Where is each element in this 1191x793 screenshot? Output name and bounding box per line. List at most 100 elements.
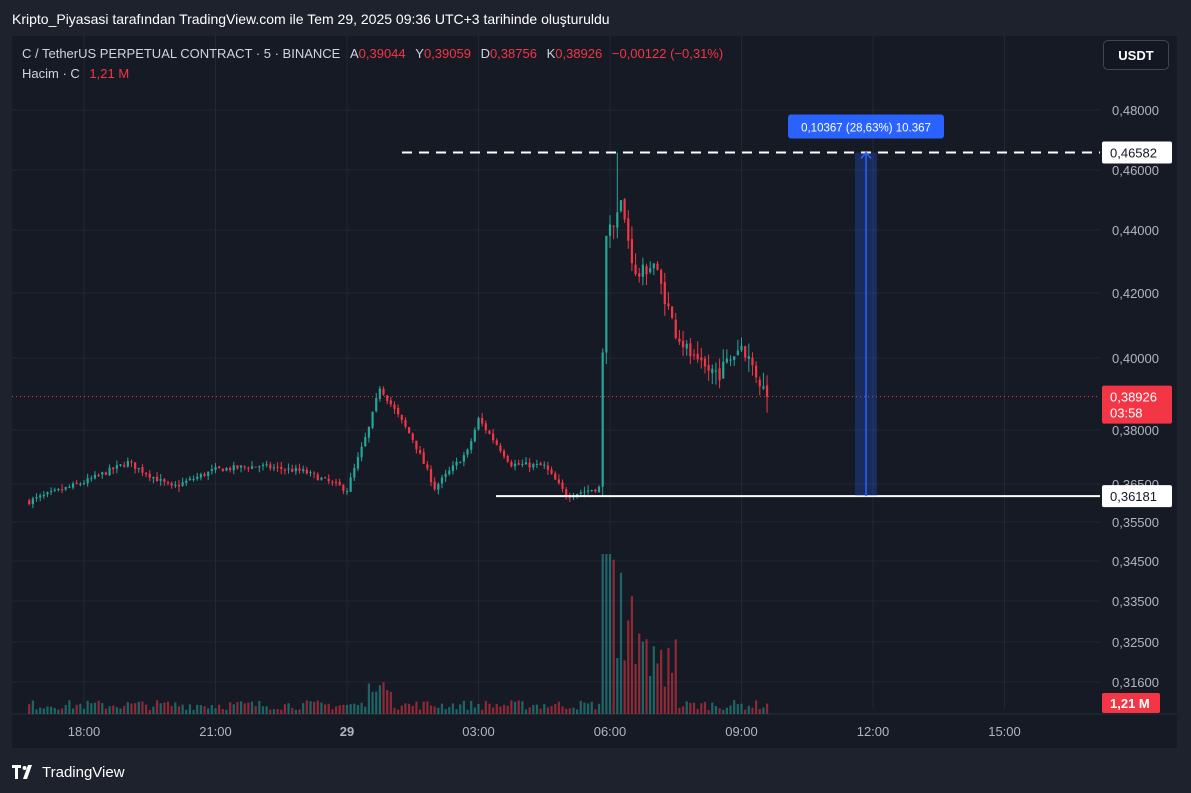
candle-body <box>320 477 323 480</box>
candle-body <box>459 462 462 464</box>
volume-bar <box>692 702 696 714</box>
volume-bar <box>166 701 170 714</box>
volume-bar <box>418 709 422 714</box>
candle-body <box>371 411 374 428</box>
candle-body <box>561 482 564 489</box>
volume-bar <box>269 709 272 714</box>
candle-body <box>229 467 232 471</box>
volume-bar <box>703 701 707 714</box>
high-value: 0,39059 <box>423 46 471 61</box>
candle-body <box>291 468 294 472</box>
candle-body <box>722 361 725 379</box>
open-label: A <box>349 46 359 61</box>
volume-bar <box>765 703 769 714</box>
time-tick-label: 15:00 <box>988 724 1021 739</box>
candle-body <box>744 346 747 358</box>
volume-bar <box>53 707 56 714</box>
volume-bar <box>155 700 159 714</box>
volume-bar <box>258 700 261 714</box>
volume-bar <box>634 663 637 714</box>
candle-body <box>287 468 290 470</box>
price-chart[interactable]: 0,10367 (28,63%) 10.367 0,480000,460000,… <box>12 36 1177 748</box>
candle-body <box>608 224 612 236</box>
candle-body <box>718 368 721 381</box>
volume-bar <box>579 700 582 714</box>
candle-body <box>521 464 524 466</box>
chart-panel[interactable]: 0,10367 (28,63%) 10.367 0,48000 0,46000 0,… <box>12 36 1177 748</box>
candle-body <box>652 263 655 269</box>
volume-bar <box>112 705 115 714</box>
volume-bar <box>313 701 316 714</box>
candle-body <box>302 469 305 472</box>
time-tick-label: 21:00 <box>199 724 232 739</box>
volume-bar <box>207 708 210 714</box>
candle-body <box>123 465 126 467</box>
candle-body <box>733 356 736 360</box>
volume-bar <box>404 703 407 714</box>
volume-bar <box>755 700 758 714</box>
volume-bar <box>291 707 294 714</box>
candle-body <box>481 417 484 424</box>
volume-bar <box>60 708 64 714</box>
volume-bar <box>123 705 126 714</box>
volume-bar <box>565 708 568 714</box>
candle-body <box>422 452 425 464</box>
volume-bar <box>448 707 451 714</box>
candle-body <box>349 477 352 492</box>
volume-bar <box>360 702 363 714</box>
volume-bar <box>294 709 297 714</box>
volume-bar <box>466 709 469 714</box>
volume-label[interactable]: Hacim · C <box>22 66 80 81</box>
candle-body <box>353 467 356 478</box>
candle-body <box>342 485 345 491</box>
symbol-title[interactable]: C / TetherUS PERPETUAL CONTRACT · 5 · BI… <box>22 46 341 61</box>
volume-bar <box>254 706 257 714</box>
volume-bar <box>638 633 641 714</box>
low-label: D <box>480 46 490 61</box>
candle-body <box>313 472 316 474</box>
candle-body <box>755 365 758 378</box>
change-value: −0,00122 (−0,31%) <box>611 46 724 61</box>
volume-bars <box>28 554 769 714</box>
candle-body <box>155 476 159 482</box>
volume-bar <box>192 709 195 714</box>
volume-bar <box>649 675 652 714</box>
volume-bar <box>744 709 747 714</box>
candle-body <box>535 464 539 466</box>
candle-body <box>53 489 56 491</box>
volume-bar <box>616 658 619 714</box>
candle-body <box>546 465 550 470</box>
candle-body <box>316 474 319 481</box>
candle-body <box>188 478 192 480</box>
volume-bar <box>250 701 254 714</box>
candle-body <box>532 464 535 468</box>
candle-body <box>579 492 582 494</box>
candle-body <box>115 465 118 469</box>
volume-bar <box>528 707 531 714</box>
candle-body <box>382 388 385 395</box>
volume-bar <box>305 700 308 714</box>
volume-bar <box>594 709 597 714</box>
resistance-price-tag-text: 0,46582 <box>1110 146 1157 161</box>
candle-body <box>309 472 312 474</box>
volume-bar <box>455 709 458 714</box>
volume-bar <box>386 689 389 714</box>
candle-body <box>627 218 630 241</box>
candle-body <box>152 477 155 479</box>
price-tick-label: 0,34500 <box>1112 554 1159 569</box>
candle-body <box>82 483 86 485</box>
volume-bar <box>42 708 45 714</box>
candle-body <box>364 437 367 447</box>
drawings: 0,10367 (28,63%) 10.367 <box>12 114 1100 498</box>
volume-bar <box>71 708 75 714</box>
candle-body <box>42 494 45 497</box>
volume-bar <box>736 704 739 714</box>
volume-bar <box>681 706 685 714</box>
current-price-tag-text: 0,38926 <box>1110 390 1157 405</box>
price-tick-label: 0,35500 <box>1112 515 1159 530</box>
currency-button[interactable]: USDT <box>1103 40 1169 70</box>
volume-bar <box>641 641 644 714</box>
volume-bar <box>196 704 199 714</box>
volume-bar <box>170 705 173 714</box>
volume-bar <box>378 685 381 714</box>
